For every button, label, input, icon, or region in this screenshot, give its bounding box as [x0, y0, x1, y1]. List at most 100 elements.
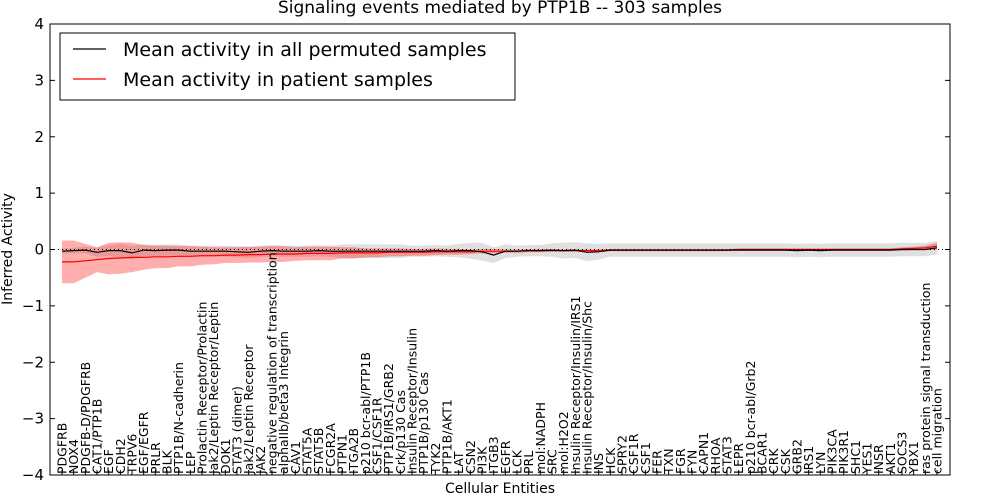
x-tick-label: Insulin Receptor/Insulin/Shc: [580, 301, 595, 474]
confidence-bands: [62, 240, 937, 284]
x-tick-label: ITGB3: [486, 436, 501, 474]
x-tick-label: STAT5B: [311, 428, 326, 474]
x-tick-label: mol:NADPH: [533, 402, 548, 474]
x-tick-label: CSN2: [463, 440, 478, 474]
x-tick-label: Crk/p130 Cas: [393, 390, 408, 474]
series-line-mean-activity-in-all-permuted-samples: [61, 247, 938, 256]
x-tick-label: negative regulation of transcription: [265, 252, 280, 474]
y-tick-label: −2: [22, 353, 44, 371]
x-tick-label: Jak2/Leptin Receptor: [241, 344, 256, 475]
y-tick-label: −3: [22, 410, 44, 428]
x-tick-label: BCAR1: [755, 432, 770, 474]
x-tick-label: GRB2: [790, 439, 805, 474]
x-tick-label: CAPN1: [696, 432, 711, 474]
y-tick-label: 3: [34, 71, 44, 89]
x-tick-label: PRLR: [148, 442, 163, 474]
x-tick-label: CAV1: [288, 441, 303, 474]
x-tick-label: SHC1: [848, 440, 863, 474]
y-axis-label: Inferred Activity: [0, 193, 16, 305]
x-tick-label: PTP1B/N-cadherin: [171, 362, 186, 474]
x-tick-label: FGR: [673, 448, 688, 474]
band-mean-activity-in-all-permuted-samples: [62, 241, 937, 263]
series-line-mean-activity-in-patient-samples: [62, 245, 938, 263]
x-tick-label: RHOA: [708, 437, 723, 474]
x-tick-label: EGF: [101, 449, 116, 474]
x-tick-label: PIK3CA: [825, 429, 840, 474]
x-tick-label: CDH2: [113, 438, 128, 474]
x-tick-label: LYN: [813, 452, 828, 474]
x-axis-ticks: PDGFRBNOX4PDGFB-D/PDGFRBCAT1/PTP1BEGFCDH…: [55, 252, 945, 475]
x-tick-label: PDGFB-D/PDGFRB: [78, 362, 93, 474]
x-tick-label: LEP: [183, 451, 198, 474]
x-tick-label: HCK: [603, 447, 618, 474]
x-tick-label: STAT3: [720, 436, 735, 474]
x-tick-label: SOCS3: [895, 432, 910, 474]
x-tick-label: DOK1: [218, 438, 233, 474]
x-tick-label: CSF1/CSF1R: [370, 397, 385, 474]
x-tick-label: CSF1: [638, 442, 653, 474]
x-tick-label: LAT: [451, 451, 466, 474]
y-tick-label: 0: [34, 241, 44, 259]
x-tick-label: mol:H2O2: [556, 411, 571, 474]
x-tick-label: IRS1: [801, 446, 816, 474]
y-tick-label: 1: [34, 184, 44, 202]
x-tick-label: STAT5A: [300, 427, 315, 474]
y-tick-label: 2: [34, 128, 44, 146]
x-tick-label: Jak2/Leptin Receptor/Leptin: [206, 302, 221, 475]
y-tick-label: −4: [22, 466, 44, 484]
x-tick-label: FER: [650, 450, 665, 474]
x-tick-label: PDGFRB: [55, 423, 70, 474]
x-tick-label: TRPV6: [125, 434, 140, 475]
y-axis-ticks: 4 3 2 1 0 −1 −2 −3 −4: [22, 15, 950, 484]
x-tick-label: cell migration: [930, 388, 945, 474]
x-tick-label: PTPN1: [335, 434, 350, 474]
legend: Mean activity in all permuted samples Me…: [59, 32, 516, 101]
x-tick-label: p210 bcr-abl/PTP1B: [358, 352, 373, 474]
x-tick-label: PRL: [521, 451, 536, 474]
x-tick-label: PI3K: [475, 446, 490, 474]
x-tick-label: YBX1: [906, 441, 921, 475]
x-tick-label: BLK: [160, 449, 175, 474]
x-tick-label: SPRY2: [615, 435, 630, 474]
legend-label-permuted: Mean activity in all permuted samples: [123, 39, 486, 61]
x-tick-label: SRC: [545, 449, 560, 474]
x-tick-label: TXN: [661, 448, 676, 475]
x-tick-label: EGF/EGFR: [136, 411, 151, 474]
x-tick-label: EGFR: [498, 440, 513, 474]
x-tick-label: CAT1/PTP1B: [90, 399, 105, 474]
series-lines: [61, 245, 938, 263]
chart-title: Signaling events mediated by PTP1B -- 30…: [278, 0, 722, 18]
x-tick-label: INSR: [871, 444, 886, 474]
x-tick-label: Insulin Receptor/Insulin/IRS1: [568, 296, 583, 474]
x-axis-label: Cellular Entities: [445, 481, 555, 497]
x-tick-label: NOX4: [66, 439, 81, 474]
x-tick-label: PTP1B/IRS1/GRB2: [381, 363, 396, 474]
y-tick-label: −1: [22, 297, 44, 315]
x-tick-label: p210 bcr-abl/Grb2: [743, 361, 758, 474]
x-tick-label: ras protein signal transduction: [918, 283, 933, 474]
x-tick-label: PTP1B/p130 Cas: [416, 372, 431, 474]
x-tick-label: AKT1: [883, 443, 898, 474]
x-tick-label: PIK3R1: [836, 430, 851, 474]
x-tick-label: CRK: [766, 448, 781, 474]
x-tick-label: STAT3 (dimer): [230, 386, 245, 474]
x-tick-label: Prolactin Receptor/Prolactin: [195, 302, 210, 474]
x-tick-label: JAK2: [253, 446, 268, 475]
x-tick-label: CSF1R: [626, 433, 641, 474]
legend-label-patient: Mean activity in patient samples: [123, 69, 433, 91]
x-tick-label: TYK2: [428, 443, 443, 475]
x-tick-label: Insulin Receptor/Insulin: [405, 328, 420, 474]
x-tick-label: YES1: [860, 443, 875, 475]
x-tick-label: CSK: [778, 448, 793, 474]
x-tick-label: FYN: [685, 450, 700, 474]
x-tick-label: ITGA2B: [346, 428, 361, 474]
x-tick-label: PTP1B/AKT1: [440, 399, 455, 474]
y-tick-label: 4: [34, 15, 44, 33]
x-tick-label: LEPR: [731, 443, 746, 474]
x-tick-label: alphaIIb/beta3 Integrin: [276, 331, 291, 474]
x-tick-label: LCK: [510, 449, 525, 474]
x-tick-label: FCGR2A: [323, 423, 338, 474]
legend-box: [59, 32, 516, 101]
x-tick-label: INS: [591, 453, 606, 474]
